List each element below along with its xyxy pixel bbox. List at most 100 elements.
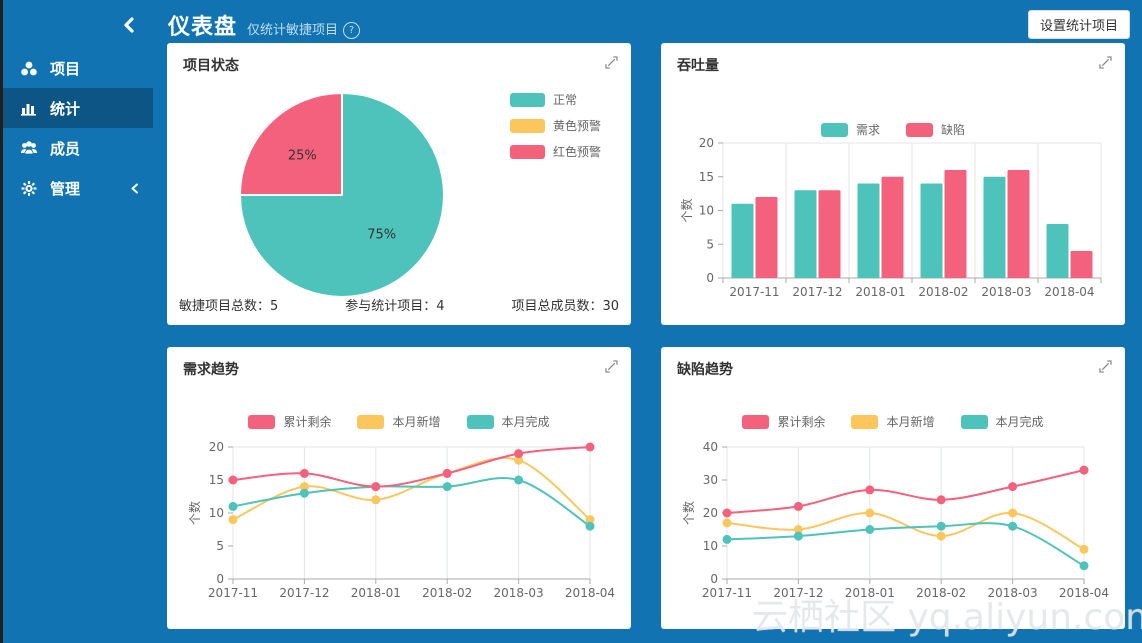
svg-text:2018-01: 2018-01 bbox=[855, 285, 905, 299]
question-circle-icon[interactable]: ? bbox=[343, 22, 361, 39]
gear-icon bbox=[21, 180, 37, 196]
svg-text:15: 15 bbox=[209, 473, 224, 487]
legend-item[interactable]: 本月完成 bbox=[960, 413, 1044, 430]
legend-swatch bbox=[510, 118, 545, 133]
legend-label: 累计剩余 bbox=[283, 415, 332, 429]
pie-legend: 正常黄色预警红色预警 bbox=[510, 91, 601, 160]
svg-text:0: 0 bbox=[710, 572, 718, 586]
sidebar-item-admin[interactable]: 管理 bbox=[0, 168, 153, 208]
legend-item[interactable]: 本月新增 bbox=[851, 413, 935, 430]
expand-icon[interactable] bbox=[604, 55, 619, 70]
configure-statistics-button[interactable]: 设置统计项目 bbox=[1027, 10, 1130, 39]
svg-text:5: 5 bbox=[706, 237, 714, 251]
chevron-left-icon bbox=[124, 17, 134, 33]
window-left-edge bbox=[0, 0, 3, 643]
legend-label: 累计剩余 bbox=[777, 415, 826, 429]
projects-icon bbox=[21, 61, 37, 75]
svg-text:20: 20 bbox=[209, 440, 224, 454]
svg-text:2017-12: 2017-12 bbox=[279, 586, 329, 600]
legend-label: 本月完成 bbox=[501, 415, 550, 429]
card-title: 缺陷趋势 bbox=[677, 362, 733, 378]
legend-item[interactable]: 本月新增 bbox=[357, 413, 441, 430]
throughput-card: 吞吐量 需求 缺陷 0 5 10 15 20 2017-11 2017-12 2018-01 20… bbox=[661, 43, 1125, 325]
legend-label: 缺陷 bbox=[941, 123, 966, 137]
svg-text:2017-12: 2017-12 bbox=[773, 586, 823, 600]
svg-text:2018-04: 2018-04 bbox=[1044, 285, 1094, 299]
stat-total-agile-projects: 敏捷项目总数：5 bbox=[179, 299, 279, 314]
legend-swatch bbox=[960, 414, 988, 429]
svg-text:2018-03: 2018-03 bbox=[494, 586, 544, 600]
svg-text:2018-04: 2018-04 bbox=[1059, 586, 1109, 600]
legend-item[interactable]: 本月完成 bbox=[466, 413, 550, 430]
demand-trend-card: 需求趋势 累计剩余 本月新增 本月完成 0 5 10 15 20 2017-11 2017-12… bbox=[167, 347, 631, 629]
svg-text:2017-11: 2017-11 bbox=[208, 586, 258, 600]
defect-trend-legend: 累计剩余 本月新增 本月完成 bbox=[661, 413, 1125, 430]
legend-label: 正常 bbox=[553, 93, 578, 107]
legend-item[interactable]: 需求 bbox=[820, 121, 880, 138]
legend-label: 需求 bbox=[855, 123, 880, 137]
svg-text:2018-01: 2018-01 bbox=[351, 586, 401, 600]
statistics-icon bbox=[21, 104, 36, 116]
page-subtitle: 仅统计敏捷项目 ? bbox=[247, 19, 361, 39]
svg-text:0: 0 bbox=[216, 572, 224, 586]
project-status-card: 项目状态 75% 25% 正常 黄色预警 红色预警 敏捷项目总数：5 参与统计项目：4… bbox=[167, 43, 631, 325]
sidebar-collapse-button[interactable] bbox=[121, 16, 137, 34]
svg-text:75%: 75% bbox=[367, 228, 396, 243]
svg-text:2018-03: 2018-03 bbox=[988, 586, 1038, 600]
legend-swatch bbox=[357, 414, 385, 429]
svg-text:20: 20 bbox=[699, 136, 714, 150]
defect-trend-line-chart: 0 10 20 30 40 2017-11 2017-12 2018-01 2018-02 201… bbox=[681, 440, 1109, 600]
legend-swatch bbox=[248, 414, 276, 429]
svg-text:2018-02: 2018-02 bbox=[918, 285, 968, 299]
expand-icon[interactable] bbox=[604, 359, 619, 374]
throughput-bar-chart: 0 5 10 15 20 2017-11 2017-12 2018-01 2018-02 2018… bbox=[679, 136, 1102, 299]
legend-item[interactable]: 黄色预警 bbox=[510, 117, 601, 134]
legend-label: 本月新增 bbox=[392, 415, 441, 429]
legend-swatch bbox=[820, 122, 848, 137]
stat-total-members: 项目总成员数：30 bbox=[511, 299, 619, 314]
page-header: 仪表盘 仅统计敏捷项目 ? bbox=[168, 9, 361, 41]
project-stats-row: 敏捷项目总数：5 参与统计项目：4 项目总成员数：30 bbox=[179, 295, 619, 314]
sidebar-item-statistics[interactable]: 统计 bbox=[0, 88, 153, 128]
svg-text:15: 15 bbox=[699, 170, 714, 184]
legend-item[interactable]: 累计剩余 bbox=[248, 413, 331, 430]
legend-label: 本月完成 bbox=[995, 415, 1044, 429]
svg-text:10: 10 bbox=[703, 539, 718, 553]
svg-text:2018-01: 2018-01 bbox=[845, 586, 895, 600]
expand-icon[interactable] bbox=[1098, 359, 1113, 374]
legend-swatch bbox=[466, 414, 494, 429]
page-title: 仪表盘 bbox=[168, 15, 238, 40]
legend-swatch bbox=[742, 414, 770, 429]
card-title: 需求趋势 bbox=[183, 362, 239, 378]
svg-text:30: 30 bbox=[703, 473, 718, 487]
stat-projects-in-stats: 参与统计项目：4 bbox=[345, 299, 445, 314]
legend-swatch bbox=[851, 414, 879, 429]
card-title: 吞吐量 bbox=[677, 58, 719, 74]
legend-label: 本月新增 bbox=[886, 415, 935, 429]
sidebar-item-label: 管理 bbox=[50, 179, 81, 198]
svg-text:20: 20 bbox=[703, 506, 718, 520]
sidebar-item-members[interactable]: 成员 bbox=[0, 128, 153, 168]
legend-item[interactable]: 红色预警 bbox=[510, 143, 601, 160]
legend-item[interactable]: 正常 bbox=[510, 91, 601, 108]
svg-text:10: 10 bbox=[699, 204, 714, 218]
expand-icon[interactable] bbox=[1098, 55, 1113, 70]
svg-text:10: 10 bbox=[209, 506, 224, 520]
legend-item[interactable]: 累计剩余 bbox=[742, 413, 825, 430]
page-subtitle-text: 仅统计敏捷项目 bbox=[247, 23, 339, 38]
legend-swatch bbox=[906, 122, 933, 137]
legend-swatch bbox=[510, 92, 545, 107]
bar-legend: 需求 缺陷 bbox=[661, 121, 1125, 138]
svg-text:2018-04: 2018-04 bbox=[565, 586, 615, 600]
demand-trend-line-chart: 0 5 10 15 20 2017-11 2017-12 2018-01 2018-02 2018… bbox=[187, 440, 615, 600]
svg-text:个数: 个数 bbox=[679, 198, 694, 222]
svg-text:5: 5 bbox=[216, 539, 224, 553]
svg-text:25%: 25% bbox=[288, 148, 317, 163]
sidebar-item-projects[interactable]: 项目 bbox=[0, 48, 153, 88]
svg-text:个数: 个数 bbox=[681, 501, 696, 525]
svg-text:2018-03: 2018-03 bbox=[981, 285, 1031, 299]
members-icon bbox=[21, 141, 37, 155]
legend-item[interactable]: 缺陷 bbox=[906, 121, 965, 138]
sidebar-item-label: 项目 bbox=[50, 59, 81, 78]
sidebar-item-label: 成员 bbox=[50, 139, 81, 158]
